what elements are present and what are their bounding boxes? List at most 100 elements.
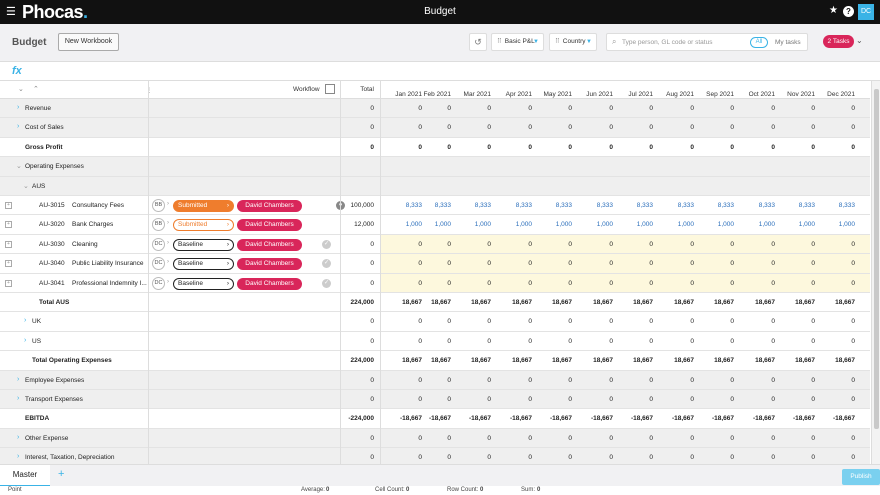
month-cell[interactable]: 0 <box>487 376 491 384</box>
total-cell[interactable]: 0 <box>370 454 374 462</box>
month-cell[interactable]: 0 <box>447 434 451 442</box>
total-cell[interactable]: -224,000 <box>348 415 374 423</box>
month-cell[interactable]: 0 <box>418 434 422 442</box>
month-cell[interactable]: 0 <box>609 318 613 326</box>
avatar[interactable]: DC <box>858 4 874 20</box>
column-resize-icon[interactable]: ⋮ <box>146 87 153 94</box>
month-cell[interactable]: 1,000 <box>434 221 451 229</box>
month-cell[interactable]: 0 <box>851 260 855 268</box>
month-cell[interactable]: 18,667 <box>552 357 572 365</box>
month-cell[interactable]: 0 <box>649 376 653 384</box>
total-cell[interactable]: 0 <box>370 143 374 151</box>
month-cell[interactable]: -18,667 <box>428 415 451 423</box>
country-dropdown[interactable]: ⠿ Country ▼ <box>549 33 597 51</box>
month-cell[interactable]: 0 <box>690 143 694 151</box>
new-workbook-button[interactable]: New Workbook <box>58 33 119 51</box>
month-cell[interactable]: 0 <box>487 260 491 268</box>
month-cell[interactable]: 0 <box>447 396 451 403</box>
month-cell[interactable]: 0 <box>811 337 815 345</box>
month-cell[interactable]: 18,667 <box>674 299 694 306</box>
month-cell[interactable]: 0 <box>811 396 815 403</box>
month-cell[interactable]: 0 <box>690 454 694 462</box>
month-cell[interactable]: 0 <box>528 260 532 268</box>
chevron-right-icon[interactable]: › <box>17 104 20 111</box>
month-cell[interactable]: -18,667 <box>549 415 572 423</box>
workflow-status-button[interactable]: Baseline › <box>173 238 234 251</box>
month-cell[interactable]: 0 <box>528 337 532 345</box>
month-cell[interactable]: 0 <box>568 318 572 326</box>
chevron-down-icon[interactable]: ⌄ <box>23 182 29 190</box>
month-cell[interactable]: 0 <box>528 376 532 384</box>
month-cell[interactable]: 0 <box>447 240 451 248</box>
total-cell[interactable]: 0 <box>370 376 374 384</box>
month-cell[interactable]: 0 <box>811 279 815 287</box>
month-cell[interactable]: 0 <box>487 279 491 287</box>
month-cell[interactable]: 0 <box>487 240 491 248</box>
month-cell[interactable]: 0 <box>771 124 775 132</box>
month-cell[interactable]: 18,667 <box>471 357 491 365</box>
month-cell[interactable]: 18,667 <box>835 299 855 306</box>
formula-icon[interactable]: fx <box>12 65 22 77</box>
month-cell[interactable]: 0 <box>418 143 422 151</box>
month-cell[interactable]: 1,000 <box>798 221 815 229</box>
month-cell[interactable]: 0 <box>418 318 422 326</box>
scrollbar-thumb[interactable] <box>874 89 879 429</box>
month-cell[interactable]: 18,667 <box>402 299 422 306</box>
month-cell[interactable]: -18,667 <box>468 415 491 423</box>
my-tasks-filter[interactable]: My tasks <box>775 39 801 46</box>
month-cell[interactable]: 0 <box>487 105 491 112</box>
add-tab-button[interactable]: + <box>58 468 65 480</box>
month-cell[interactable]: 0 <box>609 454 613 462</box>
total-cell[interactable]: 224,000 <box>350 299 375 306</box>
assignee-badge[interactable]: David Chambers <box>237 277 302 290</box>
month-cell[interactable]: 0 <box>609 279 613 287</box>
month-cell[interactable]: 0 <box>851 396 855 403</box>
month-cell[interactable]: 18,667 <box>431 299 451 306</box>
chevron-right-icon[interactable]: › <box>24 317 27 325</box>
month-cell[interactable]: 1,000 <box>405 221 422 229</box>
month-cell[interactable]: 0 <box>568 260 572 268</box>
month-cell[interactable]: 0 <box>771 105 775 112</box>
month-cell[interactable]: 1,000 <box>758 221 775 229</box>
month-cell[interactable]: 0 <box>730 260 734 268</box>
month-cell[interactable]: 0 <box>649 260 653 268</box>
month-cell[interactable]: 18,667 <box>795 357 815 365</box>
month-cell[interactable]: 0 <box>568 240 572 248</box>
month-cell[interactable]: 0 <box>568 143 572 151</box>
chevron-right-icon[interactable]: › <box>17 453 20 461</box>
month-cell[interactable]: -18,667 <box>792 415 815 423</box>
month-cell[interactable]: 0 <box>487 434 491 442</box>
basic-pl-dropdown[interactable]: ⠿ Basic P&L ▼ <box>491 33 544 51</box>
month-cell[interactable]: 0 <box>609 260 613 268</box>
month-cell[interactable]: 0 <box>851 143 855 151</box>
editable-cell-range[interactable] <box>381 234 870 254</box>
month-cell[interactable]: 1,000 <box>717 221 734 229</box>
month-cell[interactable]: 0 <box>649 318 653 326</box>
month-cell[interactable]: 1,000 <box>555 221 572 229</box>
month-cell[interactable]: 0 <box>418 396 422 403</box>
workflow-status-button[interactable]: Submitted › <box>173 200 234 212</box>
month-cell[interactable]: 0 <box>418 105 422 112</box>
month-cell[interactable]: 18,667 <box>593 299 613 306</box>
month-cell[interactable]: 0 <box>568 396 572 403</box>
month-cell[interactable]: 18,667 <box>552 299 572 306</box>
month-cell[interactable]: 1,000 <box>474 221 491 229</box>
month-cell[interactable]: 0 <box>690 318 694 326</box>
history-icon[interactable]: ↺ <box>469 33 487 51</box>
month-cell[interactable]: 18,667 <box>593 357 613 365</box>
month-cell[interactable]: 0 <box>447 124 451 132</box>
month-cell[interactable]: 0 <box>649 337 653 345</box>
month-cell[interactable]: 0 <box>447 454 451 462</box>
month-cell[interactable]: 0 <box>690 376 694 384</box>
month-cell[interactable]: 0 <box>851 279 855 287</box>
month-cell[interactable]: 0 <box>730 337 734 345</box>
star-icon[interactable]: ★ <box>829 5 838 16</box>
month-cell[interactable]: 0 <box>609 240 613 248</box>
month-cell[interactable]: -18,667 <box>590 415 613 423</box>
month-cell[interactable]: 0 <box>447 260 451 268</box>
month-cell[interactable]: 0 <box>811 143 815 151</box>
month-cell[interactable]: 0 <box>649 434 653 442</box>
month-cell[interactable]: 0 <box>447 143 451 151</box>
search-box[interactable]: ⌕ Type person, GL code or status All My … <box>606 33 808 51</box>
month-cell[interactable]: 0 <box>690 105 694 112</box>
